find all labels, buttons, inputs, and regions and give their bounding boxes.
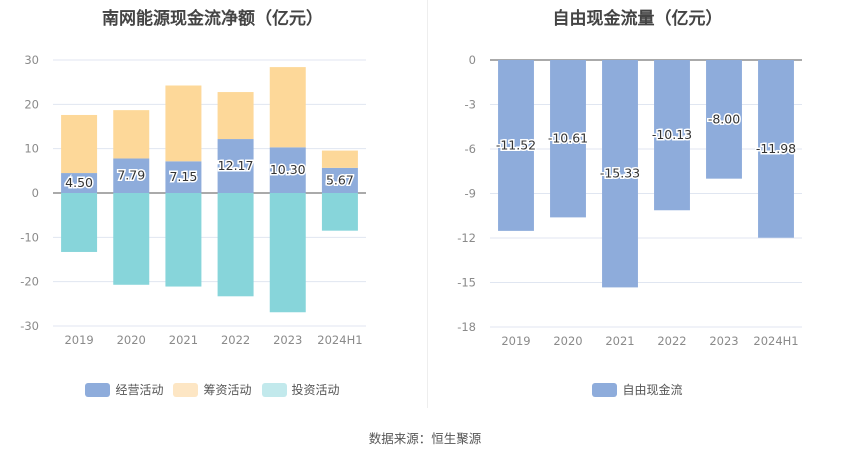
data-label: 5.67 (326, 172, 354, 187)
y-tick-label: -6 (465, 142, 476, 156)
bar-自由现金流-2021[interactable] (602, 60, 638, 288)
y-tick-label: -3 (465, 98, 476, 112)
bar-经营活动-2022[interactable] (217, 139, 254, 193)
y-tick-label: -12 (457, 231, 476, 245)
legend-item[interactable]: 筹资活动 (173, 381, 252, 398)
x-tick-label: 2019 (501, 334, 530, 348)
data-label: 7.79 (117, 168, 145, 183)
y-tick-label: -18 (457, 320, 476, 334)
data-label: -15.33 (600, 166, 640, 181)
bar-经营活动-2024H1[interactable] (321, 167, 358, 193)
legend-item[interactable]: 经营活动 (85, 381, 163, 398)
y-tick-label: -9 (465, 187, 476, 201)
y-tick-label: 30 (24, 53, 39, 67)
y-tick-label: 0 (469, 53, 476, 67)
legend-swatch (173, 382, 199, 397)
legend-swatch (592, 382, 618, 397)
x-tick-label: 2020 (553, 334, 582, 348)
bar-自由现金流-2020[interactable] (550, 60, 586, 218)
bar-经营活动-2023[interactable] (269, 147, 306, 193)
y-tick-label: -30 (20, 319, 39, 333)
y-tick-label: 0 (32, 186, 39, 200)
bar-筹资活动-2019[interactable] (61, 114, 98, 174)
bar-自由现金流-2022[interactable] (654, 60, 690, 211)
bar-自由现金流-2023[interactable] (706, 60, 742, 179)
legend-item[interactable]: 自由现金流 (592, 381, 683, 398)
cash-flow-net-chart-panel: 南网能源现金流净额（亿元） 30 20 10 0 -10 -20 -30 2019 2020 20… (0, 0, 425, 410)
bar-经营活动-2021[interactable] (165, 161, 202, 193)
bar-投资活动-2022[interactable] (217, 193, 254, 297)
bar-自由现金流-2019[interactable] (498, 60, 534, 231)
bar-筹资活动-2020[interactable] (113, 110, 150, 159)
y-tick-label: -10 (20, 230, 39, 244)
data-label: -8.00 (708, 111, 740, 126)
bar-筹资活动-2021[interactable] (165, 85, 202, 162)
x-tick-label: 2023 (709, 334, 738, 348)
data-label: 4.50 (65, 175, 93, 190)
data-label: 12.17 (218, 158, 254, 173)
legend-swatch (261, 382, 287, 397)
free-cash-flow-chart: 0 -3 -6 -9 -12 -15 -18 2019 2020 2021 2022 2023 2024… (457, 53, 802, 348)
data-label: 7.15 (169, 169, 197, 184)
data-label: -11.98 (756, 141, 796, 156)
y-tick-label: 20 (24, 97, 39, 111)
y-tick-label: -15 (457, 276, 476, 290)
chart-title: 南网能源现金流净额（亿元） (102, 9, 323, 29)
y-tick-label: -20 (20, 275, 39, 289)
bar-经营活动-2020[interactable] (113, 158, 150, 193)
legend-label: 投资活动 (291, 383, 340, 397)
x-tick-label: 2022 (221, 333, 250, 347)
legend-swatch (85, 382, 111, 397)
bar-投资活动-2023[interactable] (269, 193, 306, 313)
legend: 经营活动 筹资活动 投资活动 (0, 381, 425, 398)
bar-投资活动-2019[interactable] (61, 193, 98, 252)
legend-label: 筹资活动 (203, 383, 252, 397)
y-tick-label: 10 (24, 142, 39, 156)
x-tick-label: 2020 (117, 333, 146, 347)
data-label: -10.61 (548, 131, 588, 146)
cash-flow-net-chart: 30 20 10 0 -10 -20 -30 2019 2020 2021 2022 2023 2024… (20, 53, 366, 347)
free-cash-flow-chart-panel: 自由现金流量（亿元） 0 -3 -6 -9 -12 -15 -18 2019 2020 2021 2… (425, 0, 850, 410)
bar-筹资活动-2023[interactable] (269, 67, 306, 148)
x-tick-label: 2024H1 (317, 333, 362, 347)
bar-筹资活动-2024H1[interactable] (321, 150, 358, 168)
legend-label: 自由现金流 (622, 383, 683, 397)
bar-自由现金流-2024H1[interactable] (758, 60, 794, 238)
bar-筹资活动-2022[interactable] (217, 92, 254, 140)
x-tick-label: 2022 (657, 334, 686, 348)
bar-投资活动-2020[interactable] (113, 193, 150, 285)
bar-投资活动-2021[interactable] (165, 193, 202, 287)
data-source-note: 数据来源：恒生聚源 (368, 431, 482, 446)
divider (427, 0, 428, 408)
x-tick-label: 2023 (273, 333, 302, 347)
data-label: 10.30 (270, 162, 306, 177)
bar-经营活动-2019[interactable] (61, 173, 98, 193)
x-tick-label: 2024H1 (753, 334, 798, 348)
legend-item[interactable]: 投资活动 (261, 381, 340, 398)
data-label: -10.13 (652, 127, 692, 142)
legend-label: 经营活动 (115, 383, 164, 397)
data-label: -11.52 (496, 137, 536, 152)
x-tick-label: 2019 (64, 333, 93, 347)
x-tick-label: 2021 (169, 333, 198, 347)
legend: 自由现金流 (425, 381, 850, 398)
bar-投资活动-2024H1[interactable] (321, 193, 358, 231)
x-tick-label: 2021 (605, 334, 634, 348)
chart-title: 自由现金流量（亿元） (552, 9, 723, 29)
